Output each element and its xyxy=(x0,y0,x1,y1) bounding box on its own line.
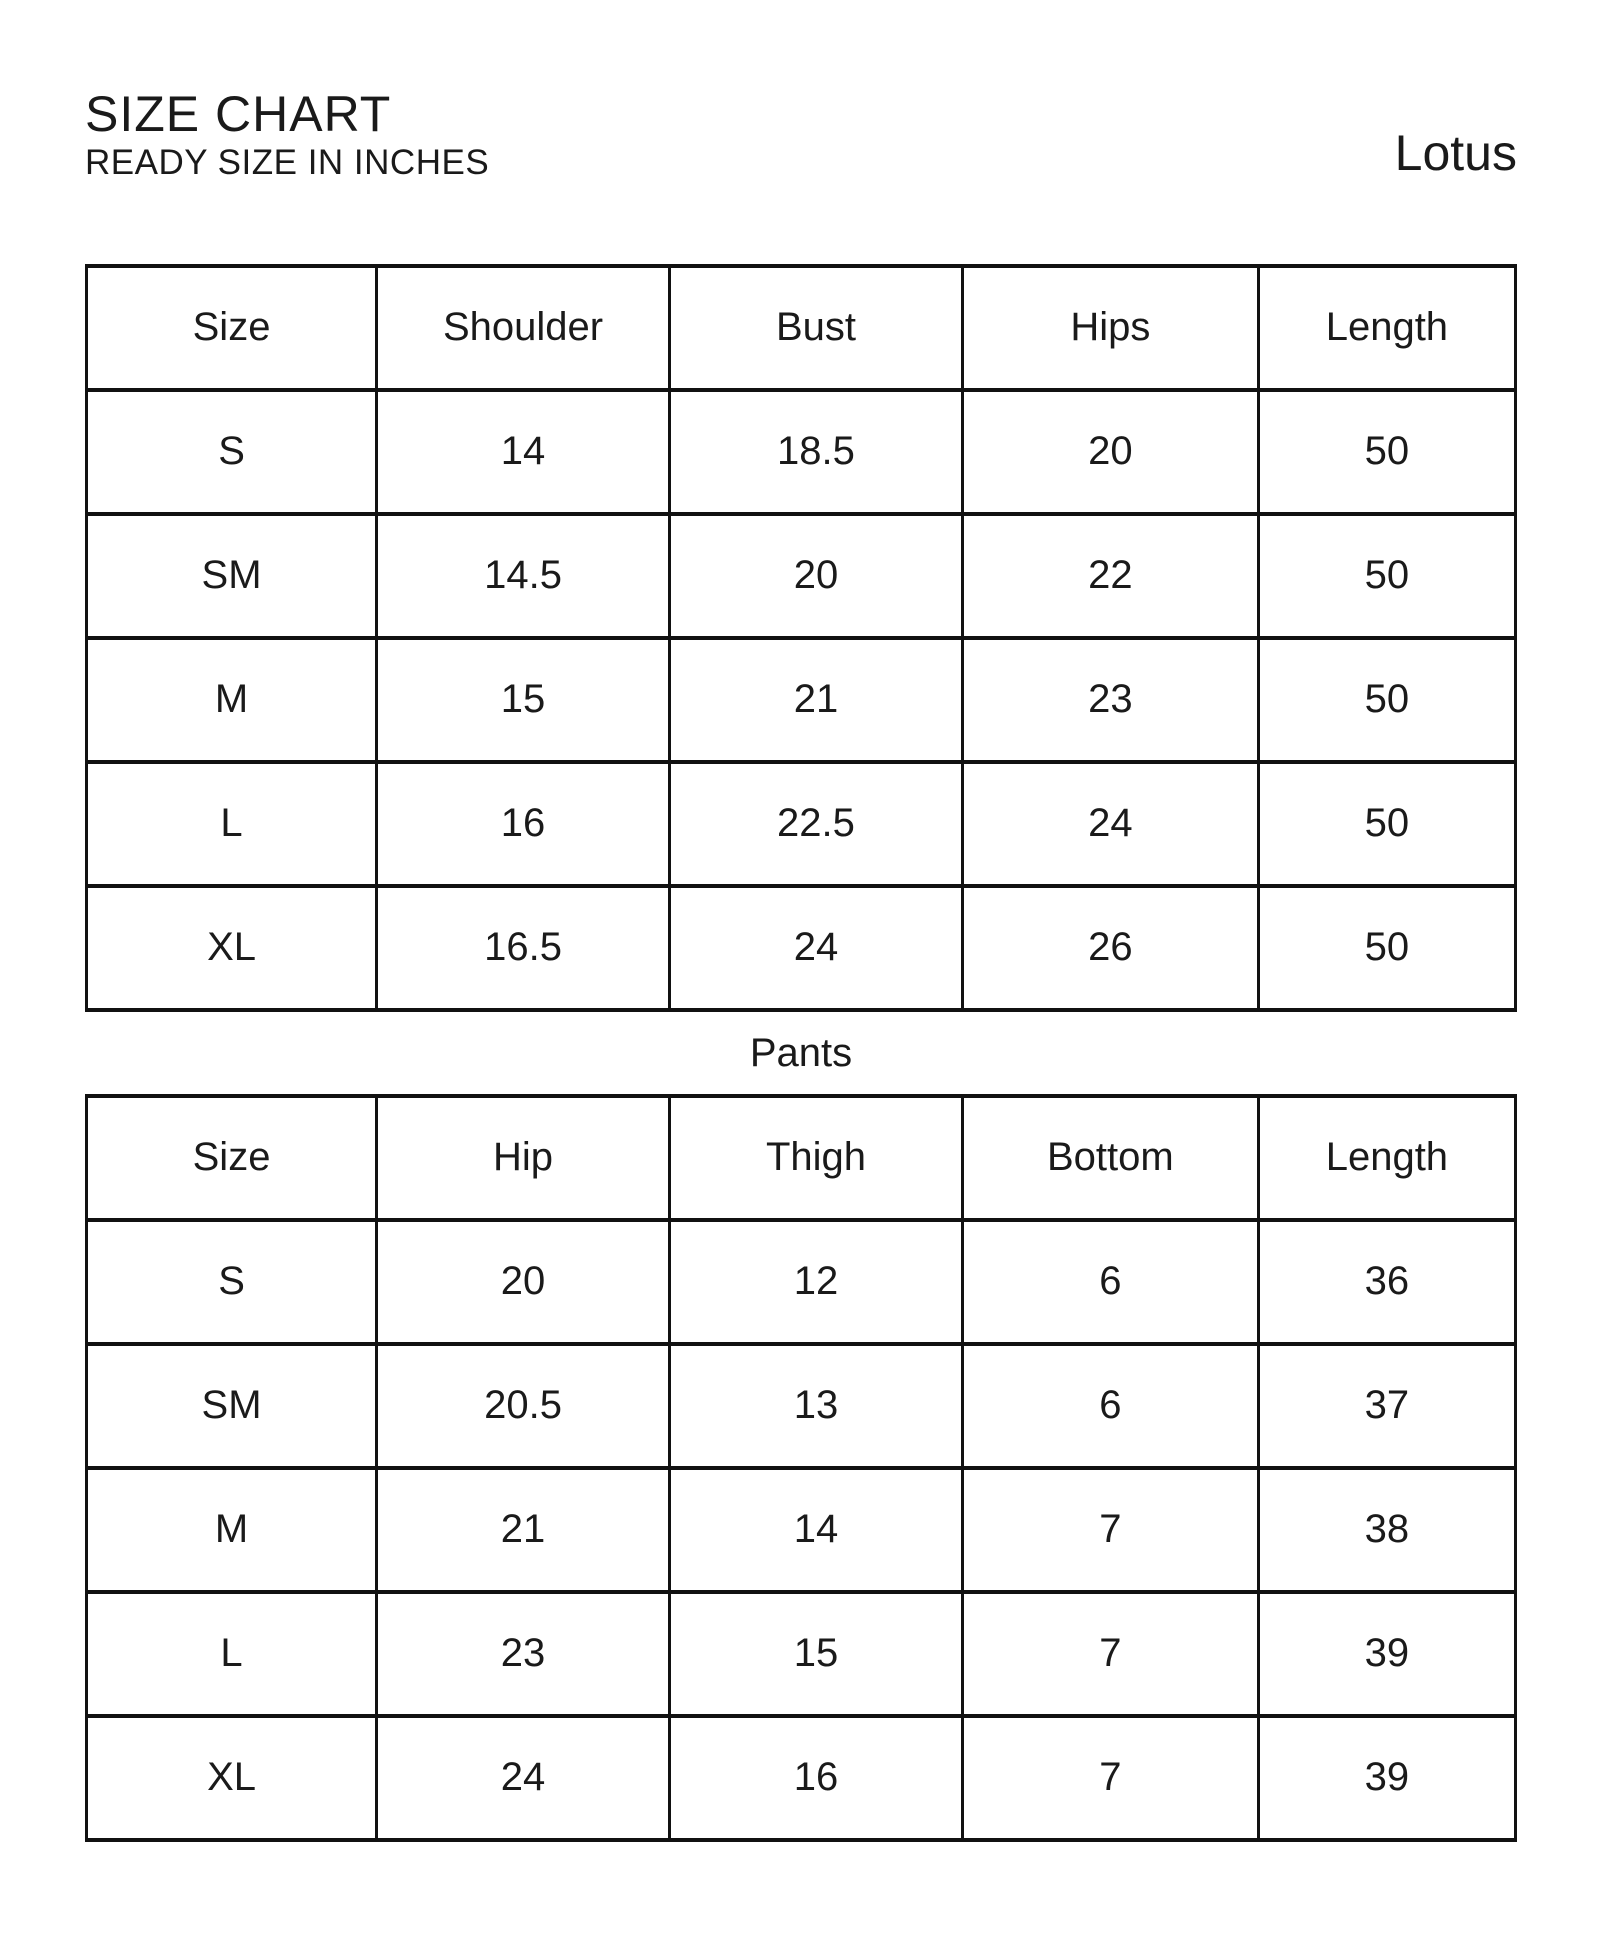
tops-header-row: Size Shoulder Bust Hips Length xyxy=(84,263,1518,392)
table-cell: 23 xyxy=(960,635,1260,764)
size-label: L xyxy=(84,1589,379,1718)
table-cell: 6 xyxy=(960,1341,1260,1470)
table-cell: 15 xyxy=(375,635,672,764)
size-label: M xyxy=(84,635,379,764)
table-cell: 50 xyxy=(1256,387,1518,516)
size-label: SM xyxy=(84,1341,379,1470)
table-cell: 39 xyxy=(1256,1713,1518,1842)
pants-column-header-hip: Hip xyxy=(375,1093,672,1222)
tops-column-header-hips: Hips xyxy=(960,263,1260,392)
size-label: S xyxy=(84,387,379,516)
header: SIZE CHART READY SIZE IN INCHES Lotus xyxy=(85,88,1517,180)
table-cell: 26 xyxy=(960,883,1260,1012)
table-cell: 38 xyxy=(1256,1465,1518,1594)
tops-column-header-size: Size xyxy=(84,263,379,392)
pants-header-row: Size Hip Thigh Bottom Length xyxy=(84,1093,1518,1222)
page-title: SIZE CHART xyxy=(85,86,392,142)
pants-size-table: Size Hip Thigh Bottom Length S 20 12 6 3… xyxy=(84,1093,1518,1842)
table-cell: 22.5 xyxy=(668,759,964,888)
table-cell: 50 xyxy=(1256,635,1518,764)
table-cell: 20 xyxy=(375,1217,672,1346)
pants-column-header-length: Length xyxy=(1256,1093,1518,1222)
table-cell: 24 xyxy=(960,759,1260,888)
table-cell: 14 xyxy=(668,1465,964,1594)
table-cell: 21 xyxy=(668,635,964,764)
table-cell: 20 xyxy=(668,511,964,640)
size-label: M xyxy=(84,1465,379,1594)
table-cell: 6 xyxy=(960,1217,1260,1346)
brand-name: Lotus xyxy=(1394,124,1517,181)
tops-row-m: M 15 21 23 50 xyxy=(84,635,1518,764)
table-cell: 16 xyxy=(668,1713,964,1842)
tops-row-sm: SM 14.5 20 22 50 xyxy=(84,511,1518,640)
pants-row-xl: XL 24 16 7 39 xyxy=(84,1713,1518,1842)
table-cell: 7 xyxy=(960,1589,1260,1718)
pants-column-header-thigh: Thigh xyxy=(668,1093,964,1222)
table-cell: 50 xyxy=(1256,883,1518,1012)
table-cell: 23 xyxy=(375,1589,672,1718)
pants-row-s: S 20 12 6 36 xyxy=(84,1217,1518,1346)
table-cell: 12 xyxy=(668,1217,964,1346)
tops-column-header-length: Length xyxy=(1256,263,1518,392)
pants-caption: Pants xyxy=(749,1030,853,1075)
table-cell: 13 xyxy=(668,1341,964,1470)
tops-column-header-shoulder: Shoulder xyxy=(375,263,672,392)
table-cell: 20.5 xyxy=(375,1341,672,1470)
size-label: L xyxy=(84,759,379,888)
table-cell: 39 xyxy=(1256,1589,1518,1718)
size-label: S xyxy=(84,1217,379,1346)
pants-row-l: L 23 15 7 39 xyxy=(84,1589,1518,1718)
table-cell: 21 xyxy=(375,1465,672,1594)
page-subtitle: READY SIZE IN INCHES xyxy=(85,142,490,182)
table-cell: 16 xyxy=(375,759,672,888)
size-label: SM xyxy=(84,511,379,640)
table-cell: 7 xyxy=(960,1465,1260,1594)
pants-column-header-size: Size xyxy=(84,1093,379,1222)
table-cell: 20 xyxy=(960,387,1260,516)
table-cell: 14 xyxy=(375,387,672,516)
tops-column-header-bust: Bust xyxy=(668,263,964,392)
header-titles: SIZE CHART READY SIZE IN INCHES xyxy=(85,88,489,180)
table-cell: 24 xyxy=(375,1713,672,1842)
table-cell: 15 xyxy=(668,1589,964,1718)
table-cell: 22 xyxy=(960,511,1260,640)
table-cell: 16.5 xyxy=(375,883,672,1012)
table-cell: 7 xyxy=(960,1713,1260,1842)
table-cell: 37 xyxy=(1256,1341,1518,1470)
table-cell: 50 xyxy=(1256,759,1518,888)
table-cell: 50 xyxy=(1256,511,1518,640)
pants-row-sm: SM 20.5 13 6 37 xyxy=(84,1341,1518,1470)
table-cell: 36 xyxy=(1256,1217,1518,1346)
size-label: XL xyxy=(84,883,379,1012)
size-label: XL xyxy=(84,1713,379,1842)
pants-column-header-bottom: Bottom xyxy=(960,1093,1260,1222)
table-cell: 14.5 xyxy=(375,511,672,640)
tops-row-l: L 16 22.5 24 50 xyxy=(84,759,1518,888)
size-chart-page: SIZE CHART READY SIZE IN INCHES Lotus Si… xyxy=(84,88,1518,1842)
tops-row-s: S 14 18.5 20 50 xyxy=(84,387,1518,516)
tops-row-xl: XL 16.5 24 26 50 xyxy=(84,883,1518,1012)
table-cell: 18.5 xyxy=(668,387,964,516)
tops-size-table: Size Shoulder Bust Hips Length S 14 18.5… xyxy=(84,263,1518,1012)
table-cell: 24 xyxy=(668,883,964,1012)
pants-row-m: M 21 14 7 38 xyxy=(84,1465,1518,1594)
